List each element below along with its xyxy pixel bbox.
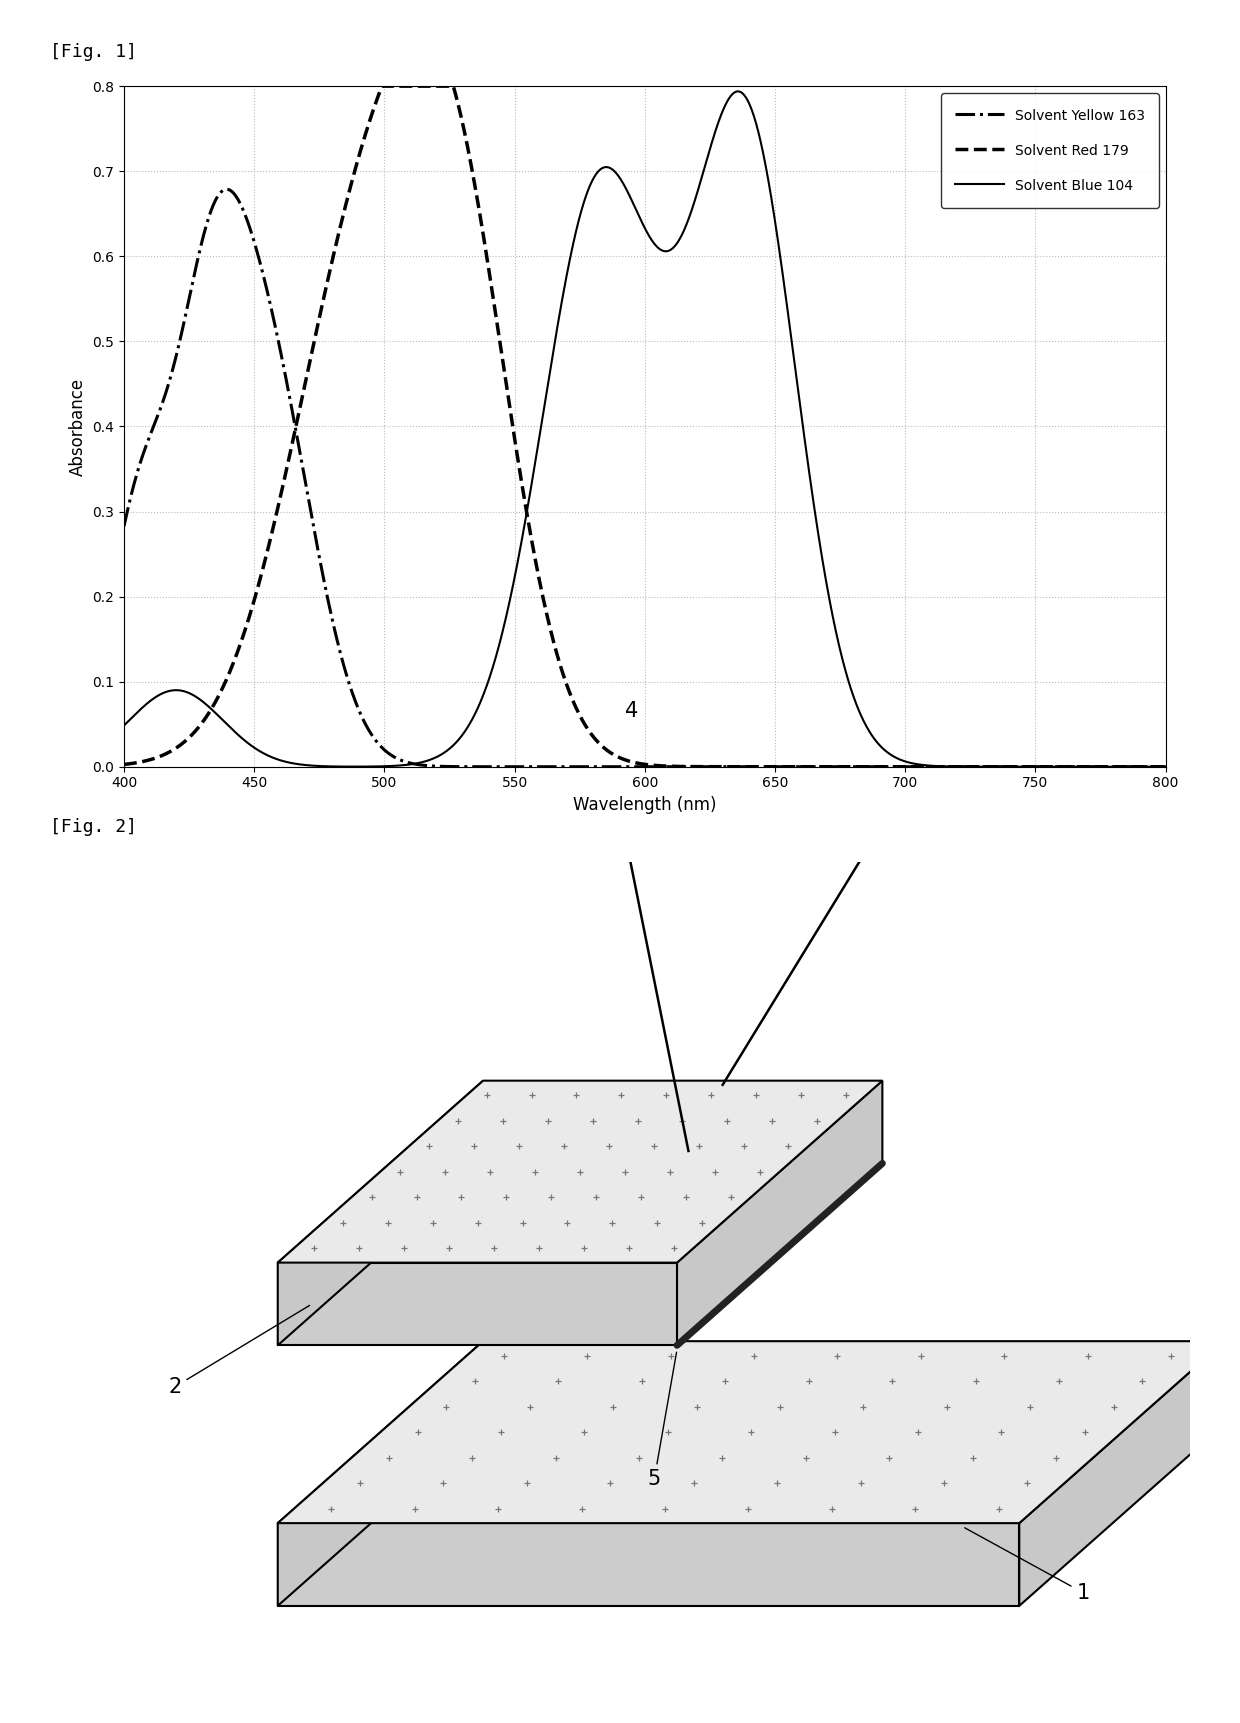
Solvent Yellow 163 bbox=[1128, 756, 1143, 777]
Solvent Blue 104 bbox=[1128, 756, 1143, 777]
Solvent Red 179 bbox=[624, 751, 639, 772]
Solvent Red 179 bbox=[1158, 756, 1173, 777]
Solvent Blue 104 bbox=[1158, 756, 1173, 777]
Legend: Solvent Yellow 163, Solvent Red 179, Solvent Blue 104: Solvent Yellow 163, Solvent Red 179, Sol… bbox=[941, 93, 1158, 208]
Polygon shape bbox=[278, 1340, 484, 1606]
Solvent Red 179 bbox=[374, 76, 389, 96]
Solvent Red 179 bbox=[117, 755, 131, 775]
Solvent Yellow 163 bbox=[624, 756, 639, 777]
Solvent Yellow 163 bbox=[170, 341, 185, 362]
Text: 1: 1 bbox=[965, 1528, 1090, 1602]
Solvent Blue 104 bbox=[622, 188, 637, 208]
Solvent Yellow 163 bbox=[937, 756, 952, 777]
Line: Solvent Red 179: Solvent Red 179 bbox=[124, 86, 1166, 767]
Solvent Yellow 163 bbox=[117, 515, 131, 536]
Solvent Yellow 163 bbox=[596, 756, 611, 777]
Text: 5: 5 bbox=[647, 1353, 677, 1489]
X-axis label: Wavelength (nm): Wavelength (nm) bbox=[573, 796, 717, 813]
Text: [Fig. 2]: [Fig. 2] bbox=[50, 818, 136, 836]
Solvent Red 179 bbox=[1128, 756, 1143, 777]
Polygon shape bbox=[278, 1080, 883, 1263]
Text: 2: 2 bbox=[169, 1306, 310, 1397]
Solvent Red 179 bbox=[170, 737, 185, 758]
Solvent Blue 104 bbox=[117, 715, 131, 736]
Line: Solvent Yellow 163: Solvent Yellow 163 bbox=[124, 190, 1166, 767]
Solvent Blue 104 bbox=[937, 756, 952, 777]
Y-axis label: Absorbance: Absorbance bbox=[68, 377, 87, 476]
Solvent Blue 104 bbox=[595, 157, 610, 177]
Polygon shape bbox=[278, 1340, 1225, 1523]
Solvent Blue 104 bbox=[1128, 756, 1143, 777]
Solvent Blue 104 bbox=[730, 81, 745, 102]
Polygon shape bbox=[278, 1263, 677, 1346]
Solvent Blue 104 bbox=[170, 681, 185, 701]
Polygon shape bbox=[1019, 1340, 1225, 1606]
Polygon shape bbox=[677, 1080, 883, 1346]
Solvent Yellow 163 bbox=[219, 179, 234, 200]
Solvent Red 179 bbox=[1128, 756, 1143, 777]
Polygon shape bbox=[278, 1523, 1019, 1606]
Line: Solvent Blue 104: Solvent Blue 104 bbox=[124, 91, 1166, 767]
Solvent Yellow 163 bbox=[1128, 756, 1143, 777]
Solvent Red 179 bbox=[596, 737, 611, 758]
Text: [Fig. 1]: [Fig. 1] bbox=[50, 43, 136, 60]
Polygon shape bbox=[278, 1080, 484, 1346]
Solvent Red 179 bbox=[937, 756, 952, 777]
Solvent Yellow 163 bbox=[1158, 756, 1173, 777]
Text: 4: 4 bbox=[625, 701, 639, 720]
